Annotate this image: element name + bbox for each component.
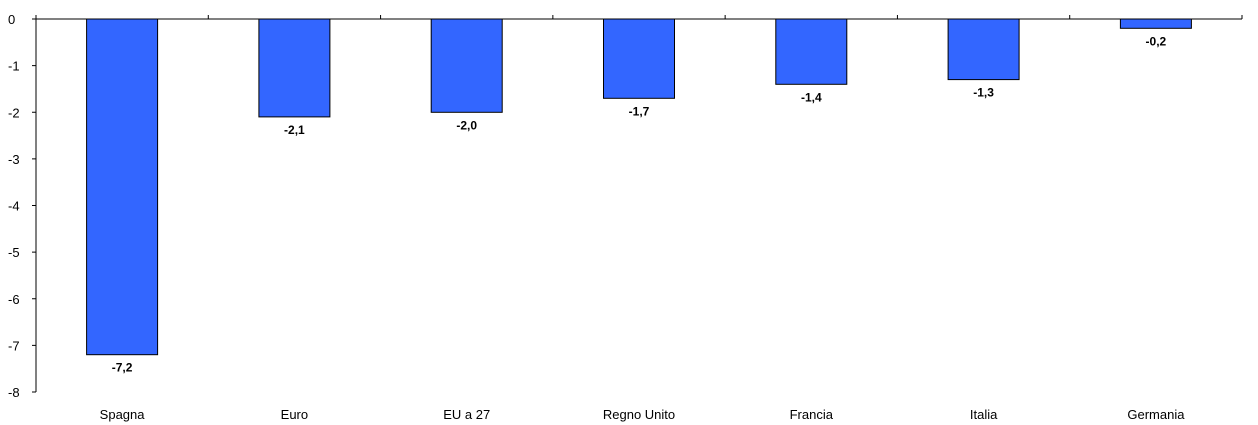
bars: -7,2 -2,1 -2,0 -1,7 -1,4 -1,3 -0,2: [86, 18, 1192, 375]
bar-spagna: [86, 18, 159, 356]
x-tick-label: Spagna: [100, 407, 146, 422]
y-tick-label: -1: [8, 59, 20, 74]
y-tick-label: -6: [8, 292, 20, 307]
bar-francia: [775, 18, 848, 85]
data-label: -7,2: [112, 361, 133, 375]
data-label: -0,2: [1146, 34, 1167, 48]
y-axis: 0 -1 -2 -3 -4 -5 -6 -7 -8: [8, 12, 37, 400]
bar-italia: [947, 18, 1020, 81]
x-tick-label: Regno Unito: [603, 407, 675, 422]
data-label: -1,7: [629, 104, 650, 118]
y-tick-label: -4: [8, 199, 20, 214]
x-tick-label: Euro: [281, 407, 308, 422]
data-label: -2,0: [456, 118, 477, 132]
data-label: -1,3: [973, 86, 994, 100]
bar-germania: [1119, 18, 1192, 29]
y-tick-label: -8: [8, 385, 20, 400]
y-tick-label: 0: [8, 12, 15, 27]
x-tick-label: Germania: [1127, 407, 1185, 422]
x-tick-label: EU a 27: [443, 407, 490, 422]
data-label: -1,4: [801, 90, 822, 104]
data-label: -2,1: [284, 123, 305, 137]
bar-regno-unito: [603, 18, 675, 99]
y-tick-label: -7: [8, 338, 20, 353]
bar-eu-a-27: [430, 18, 503, 113]
x-tick-label: Francia: [790, 407, 834, 422]
y-tick-label: -2: [8, 105, 20, 120]
x-tick-label: Italia: [970, 407, 998, 422]
y-tick-label: -5: [8, 245, 20, 260]
y-tick-label: -3: [8, 152, 20, 167]
x-axis: Spagna Euro EU a 27 Regno Unito Francia Itali…: [35, 15, 1243, 422]
bar-euro: [258, 18, 331, 118]
